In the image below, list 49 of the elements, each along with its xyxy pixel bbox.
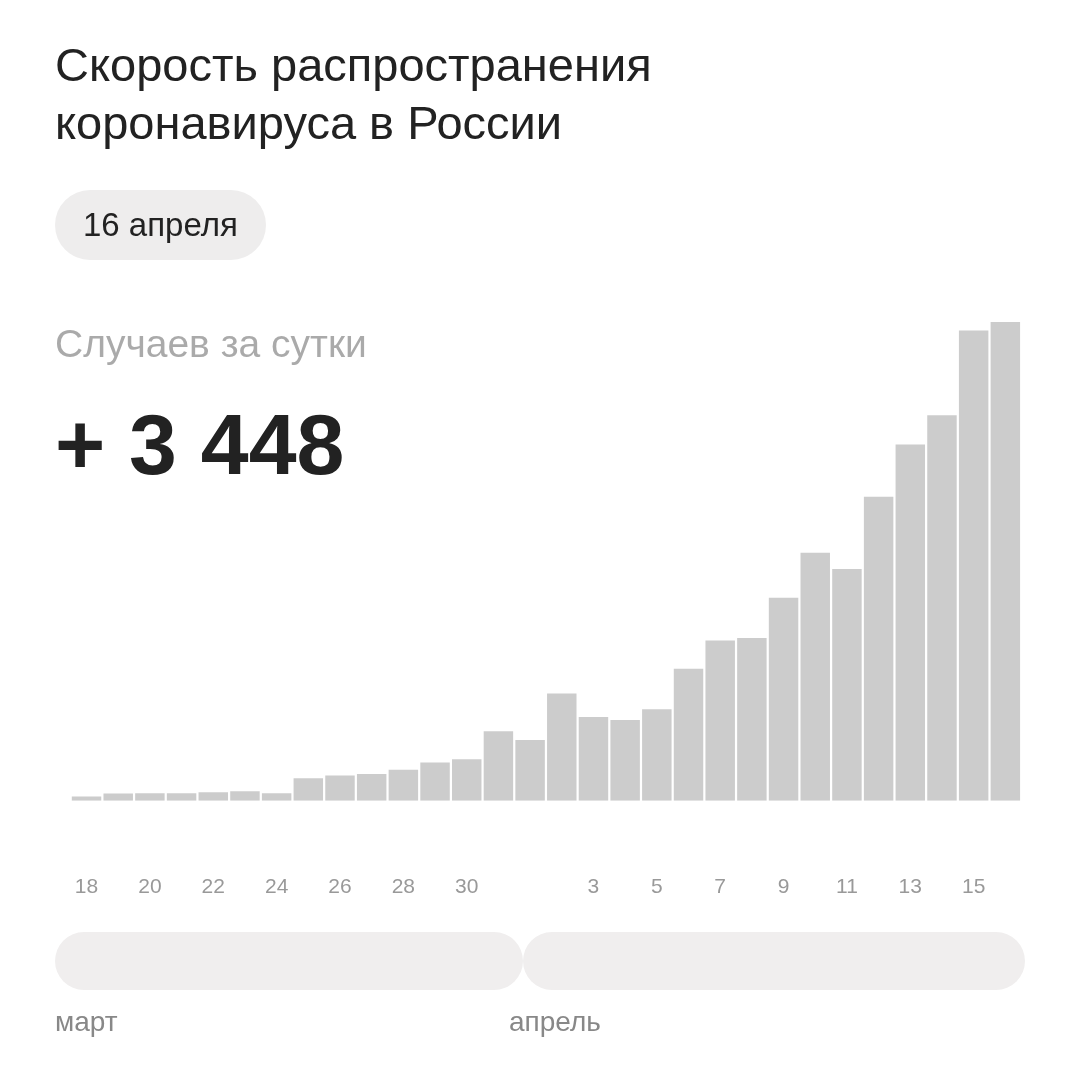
bar: [958, 330, 989, 801]
bar: [135, 793, 165, 801]
bar: [515, 739, 545, 801]
x-tick-label: 3: [587, 874, 600, 898]
bar: [198, 792, 228, 801]
x-tick-label: 9: [777, 874, 790, 898]
bar: [705, 640, 735, 801]
x-tick-label: 28: [391, 874, 416, 898]
x-tick-label: 18: [74, 874, 99, 898]
bar: [863, 496, 894, 801]
bar: [325, 775, 355, 801]
bar: [230, 791, 260, 801]
x-tick-label: 22: [201, 874, 225, 898]
bar: [388, 769, 419, 801]
chart-title: Скорость распространения коронавируса в России: [55, 37, 653, 151]
bar: [800, 552, 830, 801]
bar: [166, 793, 197, 801]
bar: [642, 709, 672, 801]
x-tick-label: 20: [138, 874, 162, 898]
x-tick-label: 13: [898, 874, 922, 898]
x-tick-label: 5: [650, 874, 663, 898]
bar: [261, 793, 292, 801]
bar: [71, 796, 102, 801]
bar: [610, 719, 640, 801]
bar: [927, 415, 957, 801]
x-tick-label: 30: [455, 874, 479, 898]
annotation: + 3 448: [55, 395, 345, 494]
chart-subtitle: 16 апреля: [55, 190, 266, 260]
bar: [990, 322, 1021, 801]
x-tick-label: 26: [328, 874, 352, 898]
bar: [673, 668, 704, 801]
text: март: [55, 1006, 118, 1038]
bar: [483, 731, 514, 801]
x-tick-label: 15: [961, 874, 986, 898]
x-tick-label: 24: [264, 874, 289, 898]
bar: [293, 778, 324, 801]
bar: [768, 597, 799, 801]
x-tick-label: 7: [714, 874, 727, 898]
bar: [832, 569, 862, 801]
bar: [356, 773, 387, 801]
bar: [737, 638, 767, 801]
text: апрель: [509, 1006, 601, 1038]
x-tick-label: 11: [836, 874, 858, 898]
bar: [452, 759, 482, 801]
bar: [578, 717, 609, 801]
bar: [420, 762, 450, 801]
y-axis-title: Случаев за сутки: [55, 322, 367, 366]
bar: [547, 693, 577, 801]
bar: [895, 444, 926, 801]
